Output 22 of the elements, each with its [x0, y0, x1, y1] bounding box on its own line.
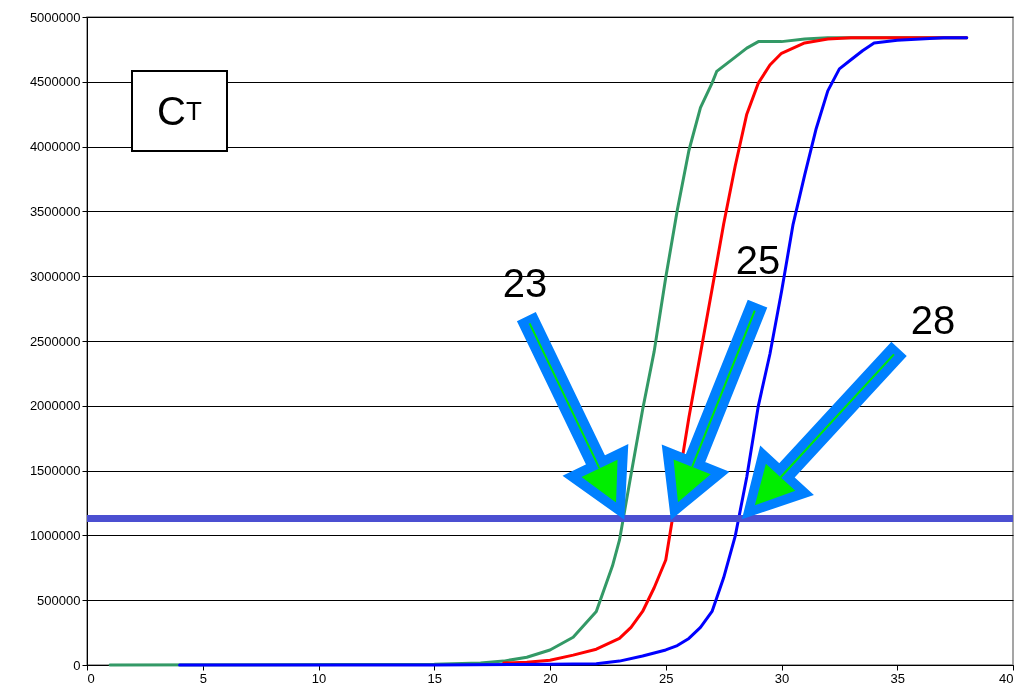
y-tick-label: 1500000 — [29, 463, 81, 479]
x-tick-label: 10 — [311, 670, 327, 686]
x-tick-label: 35 — [890, 670, 905, 686]
y-tick-label: 2500000 — [29, 333, 81, 349]
x-tick-label: 40 — [999, 670, 1014, 686]
annotation: 25 — [735, 238, 781, 282]
x-tick-label: 0 — [87, 670, 95, 686]
y-tick-label: 3000000 — [29, 268, 81, 284]
x-tick-label: 5 — [199, 670, 207, 686]
y-tick-label: 2000000 — [29, 398, 81, 414]
x-tick-label: 20 — [543, 670, 558, 686]
y-tick-label: 4500000 — [29, 74, 81, 90]
y-tick-label: 500000 — [37, 592, 81, 608]
y-tick-label: 0 — [73, 657, 81, 673]
x-tick-label: 15 — [427, 670, 442, 686]
x-tick-label: 25 — [659, 670, 674, 686]
y-tick-label: 1000000 — [29, 527, 81, 543]
annotation: 28 — [910, 298, 956, 342]
x-tick-label: 30 — [774, 670, 790, 686]
y-tick-label: 4000000 — [29, 139, 81, 155]
y-tick-label: 5000000 — [29, 9, 81, 25]
y-tick-label: 3500000 — [29, 203, 81, 219]
